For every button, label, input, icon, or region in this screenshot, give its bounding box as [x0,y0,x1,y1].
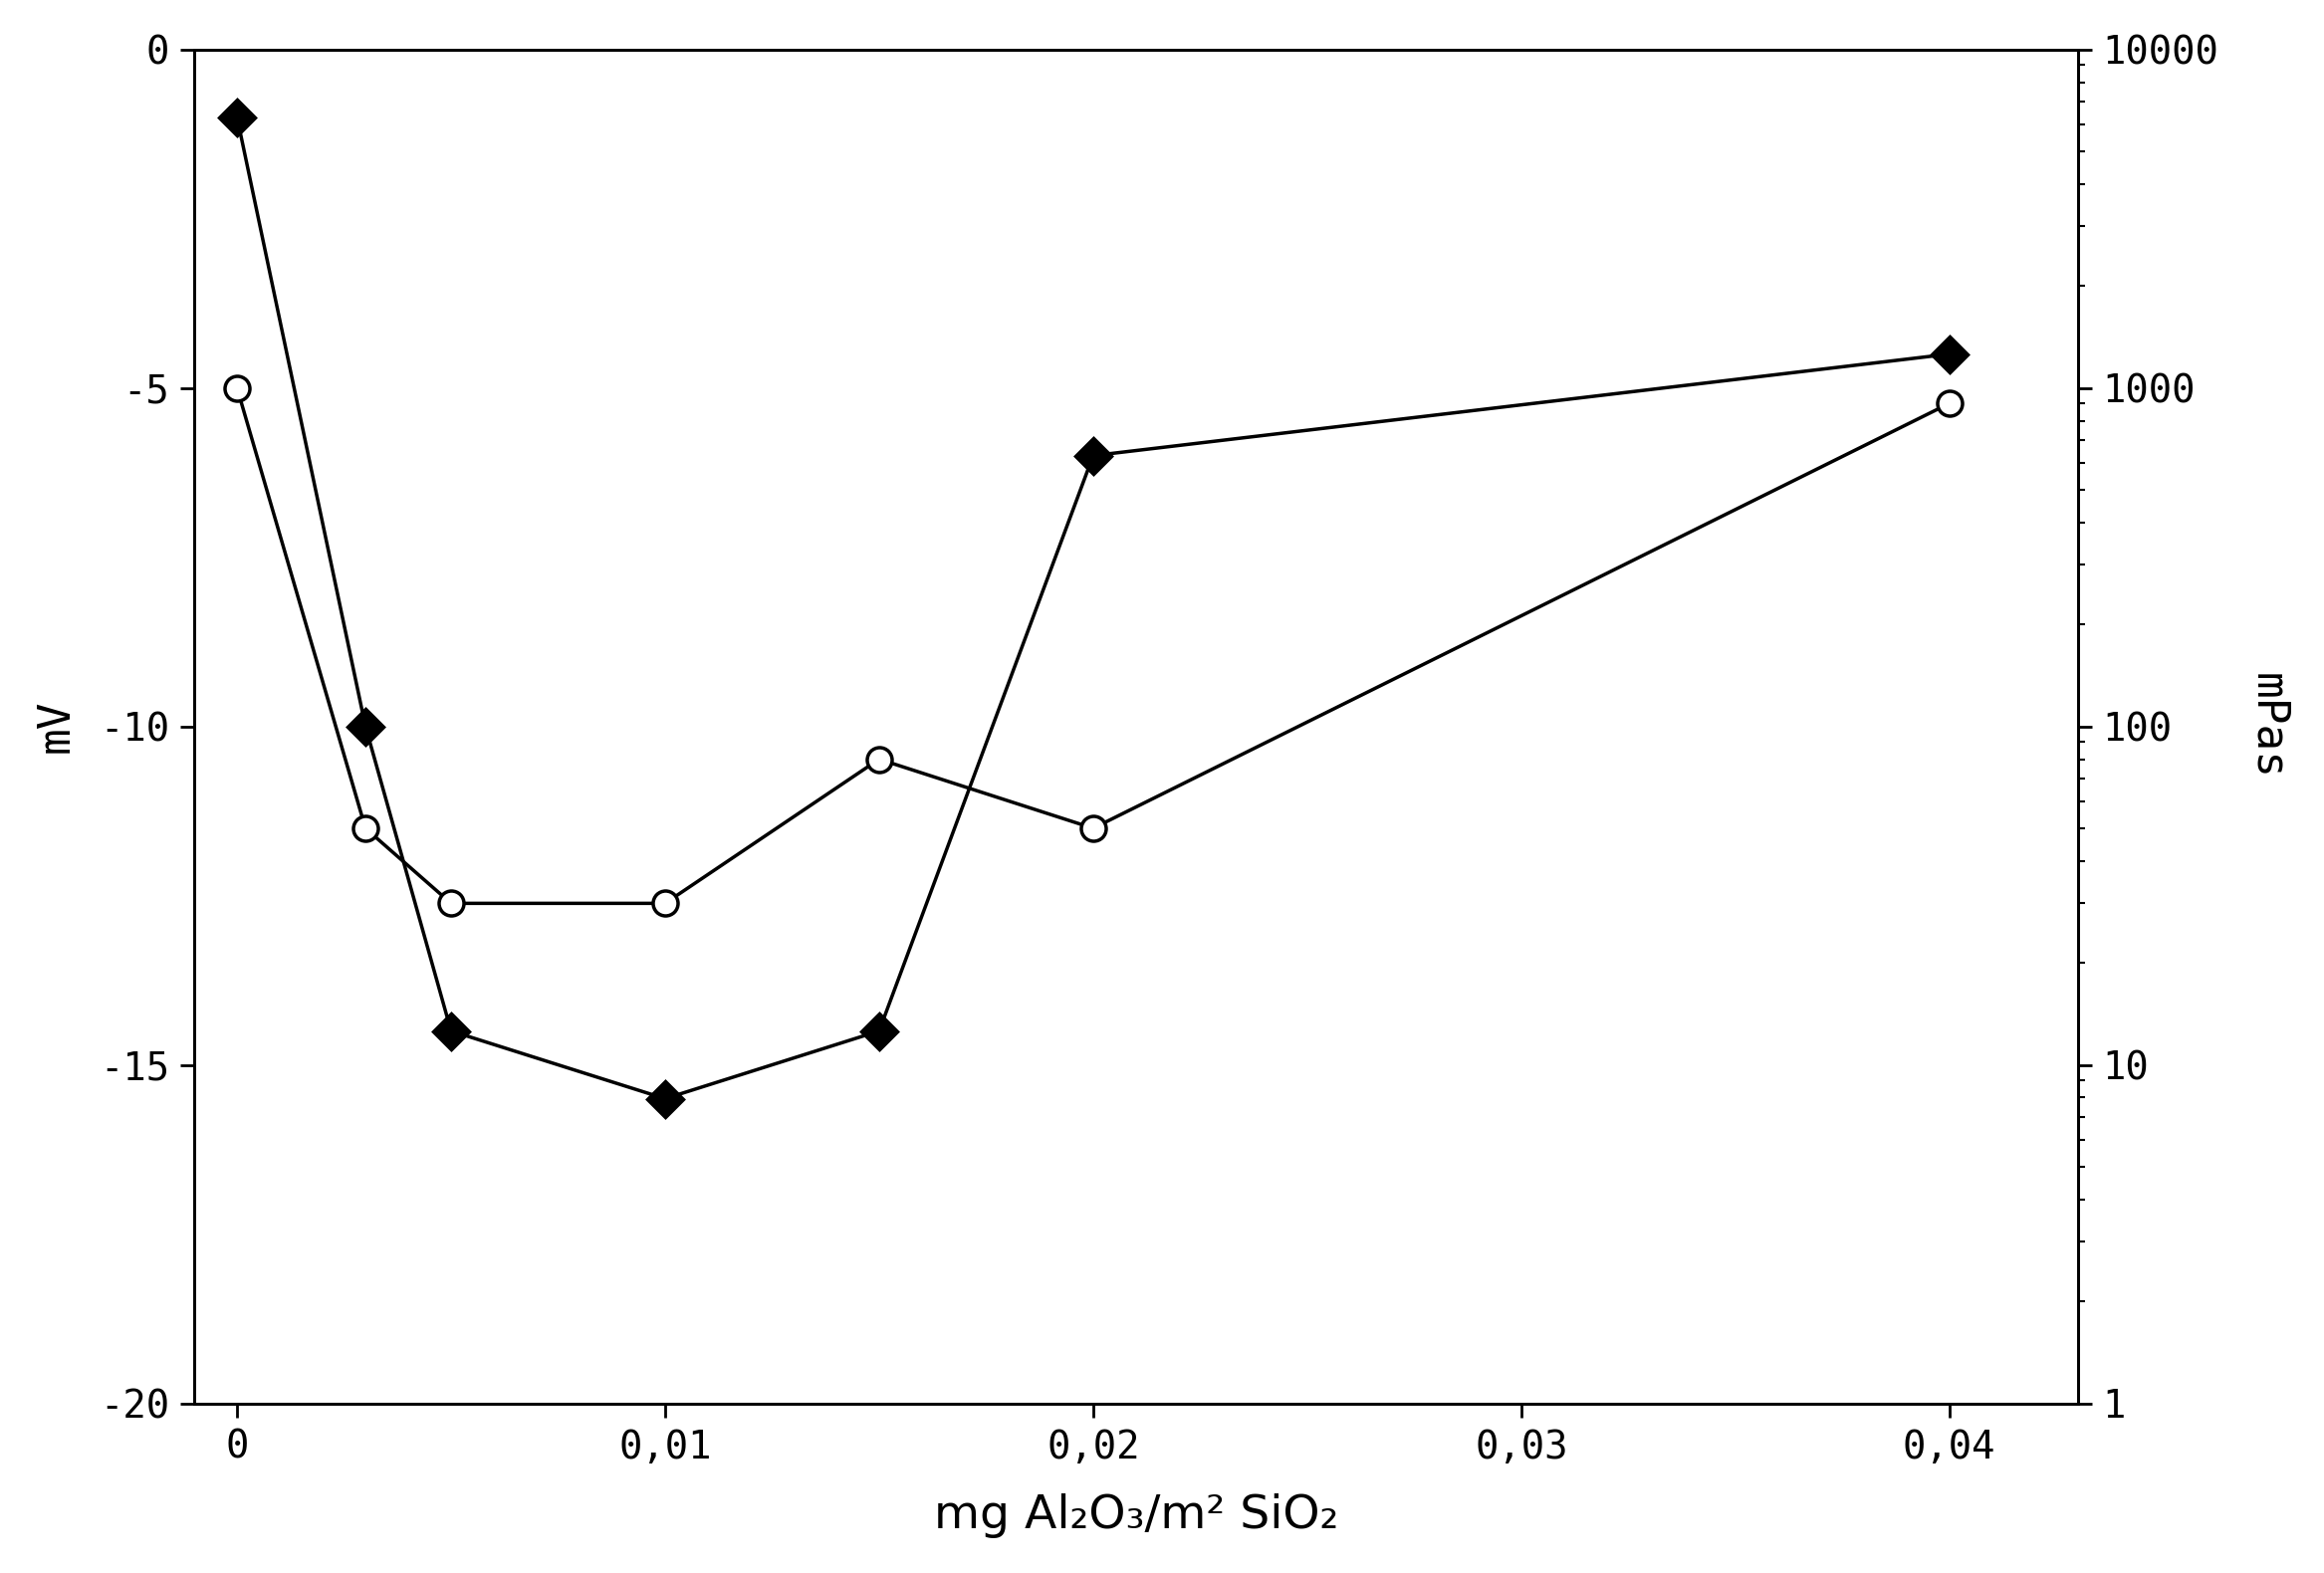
Y-axis label: mPas: mPas [2247,673,2289,780]
Y-axis label: mV: mV [35,700,77,753]
X-axis label: mg Al₂O₃/m² SiO₂: mg Al₂O₃/m² SiO₂ [934,1494,1339,1538]
